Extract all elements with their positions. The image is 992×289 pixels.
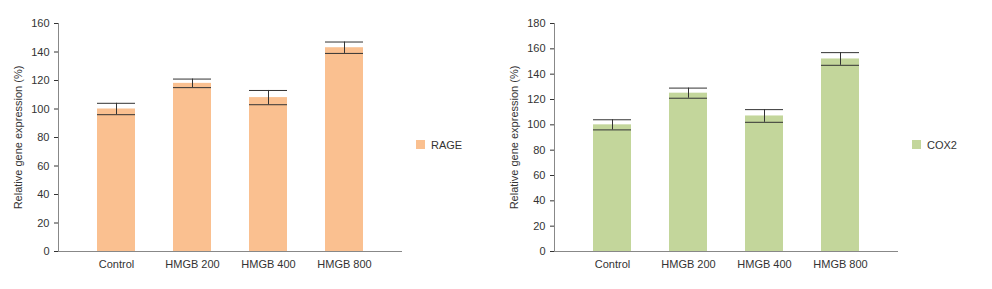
svg-text:160: 160	[527, 42, 545, 54]
svg-text:100: 100	[527, 118, 545, 130]
html-text:COX2: COX2	[927, 138, 957, 151]
svg-text:HMGB 800: HMGB 800	[317, 258, 371, 270]
svg-text:HMGB 800: HMGB 800	[813, 258, 867, 270]
svg-text:40: 40	[37, 188, 49, 200]
svg-text:Relative gene expression (%): Relative gene expression (%)	[508, 65, 520, 209]
svg-text:160: 160	[31, 17, 49, 29]
svg-text:0: 0	[539, 245, 545, 257]
html-text:RAGE: RAGE	[431, 138, 463, 151]
svg-text:80: 80	[37, 131, 49, 143]
svg-text:60: 60	[533, 169, 545, 181]
svg-text:Control: Control	[595, 258, 630, 270]
svg-text:40: 40	[533, 194, 545, 206]
svg-text:Control: Control	[99, 258, 134, 270]
svg-text:20: 20	[37, 216, 49, 228]
svg-text:140: 140	[527, 67, 545, 79]
svg-text:120: 120	[31, 74, 49, 86]
svg-text:140: 140	[31, 45, 49, 57]
svg-text:HMGB 400: HMGB 400	[241, 258, 295, 270]
svg-text:120: 120	[527, 93, 545, 105]
svg-text:60: 60	[37, 159, 49, 171]
svg-text:20: 20	[533, 219, 545, 231]
svg-text:0: 0	[43, 245, 49, 257]
svg-text:100: 100	[31, 102, 49, 114]
svg-text:80: 80	[533, 143, 545, 155]
svg-text:HMGB 400: HMGB 400	[737, 258, 791, 270]
svg-text:Relative gene expression (%): Relative gene expression (%)	[12, 65, 24, 209]
svg-text:HMGB 200: HMGB 200	[165, 258, 219, 270]
svg-text:180: 180	[527, 17, 545, 29]
svg-text:HMGB 200: HMGB 200	[661, 258, 715, 270]
